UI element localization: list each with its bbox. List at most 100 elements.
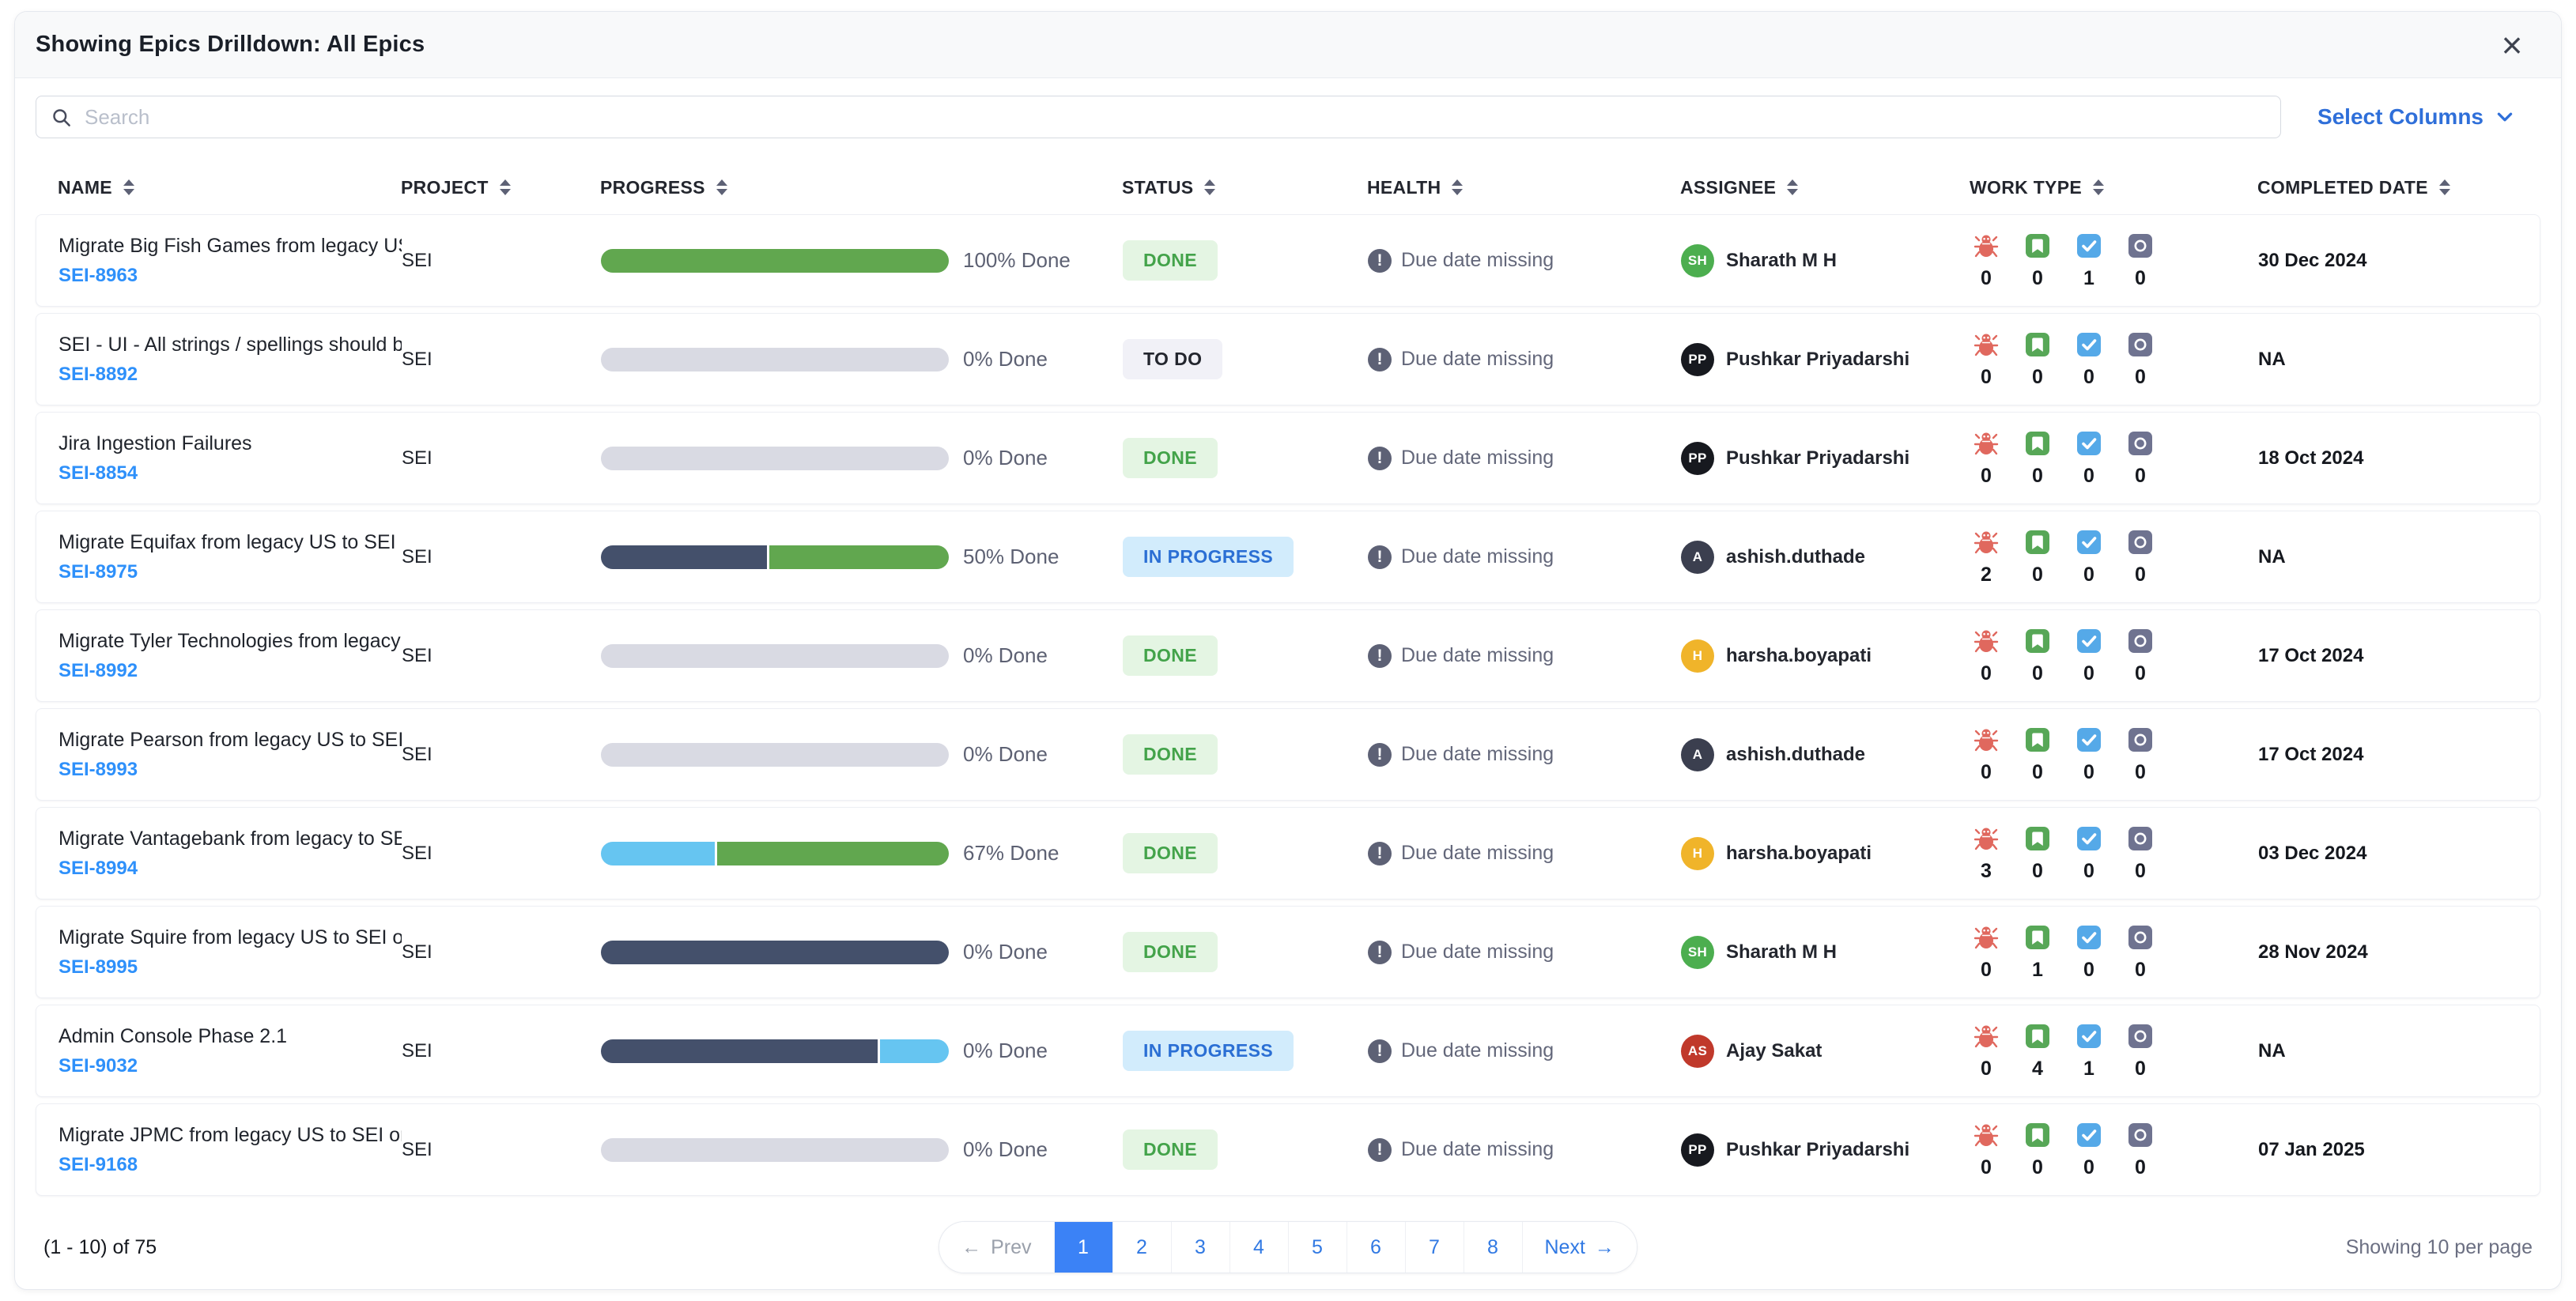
work-type-epic: 0 (2125, 232, 2156, 290)
work-type-story: 0 (2022, 627, 2053, 685)
story-icon (2026, 925, 2049, 949)
avatar: PP (1681, 441, 1714, 475)
search-input[interactable] (85, 104, 2266, 130)
bug-count: 0 (1981, 958, 1992, 981)
column-header-name[interactable]: NAME (36, 177, 401, 198)
bug-count: 0 (1981, 760, 1992, 783)
table-header-row: NAME PROJECT PROGRESS STATUS HEALTH ASSI… (36, 172, 2540, 203)
task-count: 0 (2083, 563, 2094, 586)
health-text: Due date missing (1401, 1039, 1554, 1062)
work-type-task: 0 (2073, 726, 2105, 784)
column-header-health[interactable]: HEALTH (1367, 177, 1680, 198)
bug-count: 0 (1981, 662, 1992, 684)
epic-key-link[interactable]: SEI-8854 (59, 462, 138, 484)
table-row: Migrate JPMC from legacy US to SEI on Ha… (36, 1103, 2540, 1196)
epic-key-link[interactable]: SEI-8963 (59, 264, 138, 286)
work-type-bug: 2 (1970, 528, 2002, 586)
close-icon: × (2501, 24, 2523, 66)
work-type-task: 0 (2073, 429, 2105, 488)
warning-icon: ! (1368, 248, 1392, 273)
warning-icon: ! (1368, 841, 1392, 865)
sort-icon (1204, 179, 1216, 195)
work-type-story: 0 (2022, 232, 2053, 290)
column-header-status[interactable]: STATUS (1122, 177, 1367, 198)
work-type-epic: 0 (2125, 330, 2156, 389)
column-header-project[interactable]: PROJECT (401, 177, 600, 198)
epic-key-link[interactable]: SEI-8975 (59, 560, 138, 583)
warning-icon: ! (1368, 742, 1392, 767)
warning-icon: ! (1368, 940, 1392, 964)
chevron-down-icon (2497, 112, 2513, 122)
page-button-5[interactable]: 5 (1288, 1222, 1347, 1273)
page-button-6[interactable]: 6 (1347, 1222, 1406, 1273)
task-count: 0 (2083, 859, 2094, 882)
avatar: PP (1681, 1133, 1714, 1167)
story-icon (2026, 233, 2049, 258)
story-icon (2026, 826, 2049, 850)
epic-key-link[interactable]: SEI-8992 (59, 659, 138, 681)
page-button-2[interactable]: 2 (1112, 1222, 1172, 1273)
next-page-button[interactable]: Next → (1522, 1222, 1637, 1273)
sort-icon (2438, 179, 2450, 195)
select-columns-button[interactable]: Select Columns (2317, 104, 2515, 130)
bug-count: 0 (1981, 464, 1992, 487)
warning-icon: ! (1368, 1039, 1392, 1063)
epic-count: 0 (2135, 1057, 2146, 1080)
work-type-story: 0 (2022, 528, 2053, 586)
avatar: A (1681, 540, 1714, 574)
page-button-7[interactable]: 7 (1405, 1222, 1464, 1273)
assignee-name: harsha.boyapati (1726, 842, 1872, 864)
work-type-task: 0 (2073, 330, 2105, 389)
epic-key-link[interactable]: SEI-9032 (59, 1054, 138, 1077)
page-button-1[interactable]: 1 (1054, 1222, 1113, 1273)
epic-name: Migrate Equifax from legacy US to SEI on… (59, 530, 402, 553)
task-icon (2077, 1122, 2101, 1147)
status-badge: DONE (1123, 932, 1218, 972)
column-header-assignee[interactable]: ASSIGNEE (1680, 177, 1970, 198)
table-row: SEI - UI - All strings / spellings shoul… (36, 313, 2540, 405)
column-header-completed-date[interactable]: COMPLETED DATE (2257, 177, 2540, 198)
epic-key-link[interactable]: SEI-8994 (59, 857, 138, 879)
health-text: Due date missing (1401, 842, 1554, 864)
epic-count: 0 (2135, 1156, 2146, 1178)
completed-date-cell: 28 Nov 2024 (2258, 941, 2368, 963)
epic-key-link[interactable]: SEI-8892 (59, 363, 138, 385)
close-button[interactable]: × (2491, 25, 2533, 66)
page-button-4[interactable]: 4 (1229, 1222, 1289, 1273)
health-text: Due date missing (1401, 941, 1554, 963)
column-header-work-type[interactable]: WORK TYPE (1970, 177, 2257, 198)
page-button-3[interactable]: 3 (1171, 1222, 1230, 1273)
project-cell: SEI (402, 545, 432, 568)
health-text: Due date missing (1401, 644, 1554, 666)
project-cell: SEI (402, 1039, 432, 1062)
task-count: 0 (2083, 1156, 2094, 1178)
range-label: (1 - 10) of 75 (43, 1235, 157, 1258)
bug-count: 0 (1981, 1057, 1992, 1080)
prev-page-button[interactable]: ← Prev (939, 1222, 1055, 1273)
status-badge: IN PROGRESS (1123, 537, 1294, 577)
epic-key-link[interactable]: SEI-8995 (59, 956, 138, 978)
assignee-name: Pushkar Priyadarshi (1726, 447, 1910, 469)
epic-name: Migrate Pearson from legacy US to SEI on… (59, 728, 402, 751)
progress-bar (601, 643, 949, 668)
epic-name: Migrate Squire from legacy US to SEI on … (59, 926, 402, 948)
epic-count: 0 (2135, 859, 2146, 882)
epic-key-link[interactable]: SEI-9168 (59, 1153, 138, 1175)
completed-date-cell: 18 Oct 2024 (2258, 447, 2364, 469)
warning-icon: ! (1368, 1137, 1392, 1162)
work-type-bug: 0 (1970, 726, 2002, 784)
epic-key-link[interactable]: SEI-8993 (59, 758, 138, 780)
epic-count: 0 (2135, 365, 2146, 388)
work-type-task: 0 (2073, 923, 2105, 982)
bug-icon (1974, 334, 1999, 356)
table-row: Migrate Equifax from legacy US to SEI on… (36, 511, 2540, 603)
task-icon (2077, 826, 2101, 850)
warning-icon: ! (1368, 446, 1392, 470)
column-header-progress[interactable]: PROGRESS (600, 177, 1122, 198)
story-count: 0 (2032, 266, 2043, 289)
completed-date-cell: NA (2258, 348, 2286, 370)
project-cell: SEI (402, 447, 432, 469)
work-type-epic: 0 (2125, 429, 2156, 488)
page-button-8[interactable]: 8 (1464, 1222, 1523, 1273)
